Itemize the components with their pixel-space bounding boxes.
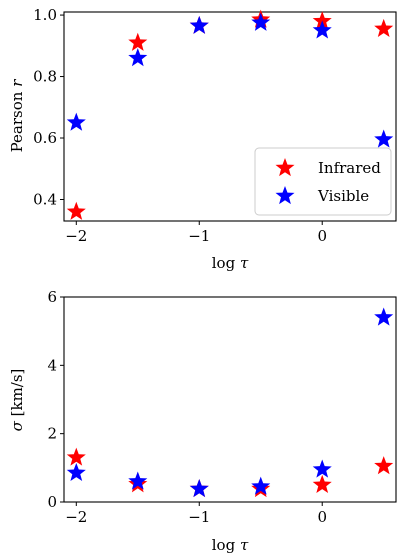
data-point-infrared bbox=[66, 447, 86, 466]
y-tick-label: 0.4 bbox=[33, 190, 57, 208]
data-point-visible bbox=[66, 462, 86, 482]
x-tick-label: −2 bbox=[65, 508, 87, 526]
y-axis-label-var: r bbox=[8, 79, 26, 87]
x-tick-label: −1 bbox=[188, 227, 210, 245]
x-axis-label: log τ bbox=[212, 254, 249, 272]
data-point-infrared bbox=[374, 456, 394, 475]
y-tick-label: 1.0 bbox=[33, 6, 57, 24]
y-axis-label: Pearson r bbox=[8, 79, 26, 153]
legend-marker-infrared bbox=[275, 158, 295, 177]
x-tick-label: 0 bbox=[317, 508, 327, 526]
data-point-visible bbox=[128, 48, 148, 67]
x-axis-label-text: log bbox=[212, 536, 240, 554]
legend-marker-visible bbox=[275, 186, 295, 205]
y-axis-label-var: σ bbox=[8, 420, 26, 431]
legend-entries: Infrared Visible bbox=[275, 158, 381, 205]
plot-frame bbox=[63, 296, 397, 503]
data-point-visible bbox=[312, 20, 332, 39]
marks-group bbox=[66, 9, 394, 220]
data-point-visible bbox=[128, 471, 148, 490]
y-tick-label: 4 bbox=[47, 356, 57, 374]
data-point-visible bbox=[312, 459, 332, 478]
sigma-panel: −2 −1 0 0 2 4 6 log τ σ [km/s] bbox=[8, 288, 397, 554]
y-axis-label-text: [km/s] bbox=[8, 369, 26, 422]
y-axis-label: σ [km/s] bbox=[8, 369, 26, 432]
legend: Infrared Visible bbox=[254, 147, 392, 216]
data-point-infrared bbox=[312, 474, 332, 494]
data-point-visible bbox=[374, 307, 394, 326]
data-point-visible bbox=[251, 12, 271, 31]
data-point-visible bbox=[251, 476, 271, 495]
data-point-infrared bbox=[66, 201, 86, 220]
data-point-infrared bbox=[374, 18, 394, 37]
tick-group: −2 −1 0 0 2 4 6 bbox=[47, 288, 327, 526]
data-point-visible bbox=[189, 479, 209, 498]
tick-group: −2 −1 0 0.4 0.6 0.8 1.0 bbox=[33, 6, 327, 245]
plot-frame bbox=[63, 11, 397, 222]
y-axis-label-text: Pearson bbox=[8, 87, 26, 153]
legend-label-visible: Visible bbox=[317, 187, 369, 205]
y-tick-label: 0.6 bbox=[33, 129, 57, 147]
data-point-infrared bbox=[312, 11, 332, 30]
data-point-infrared bbox=[128, 32, 148, 51]
x-axis-label-var: τ bbox=[240, 254, 249, 272]
y-tick-label: 6 bbox=[47, 288, 57, 306]
data-point-visible bbox=[189, 15, 209, 34]
pearson-panel: −2 −1 0 0.4 0.6 0.8 1.0 log τ Pearson r Infrar… bbox=[8, 6, 397, 272]
x-tick-label: −1 bbox=[188, 508, 210, 526]
y-tick-label: 2 bbox=[47, 425, 57, 443]
legend-label-infrared: Infrared bbox=[318, 159, 381, 177]
x-tick-label: 0 bbox=[317, 227, 327, 245]
x-axis-label: log τ bbox=[212, 536, 249, 554]
x-axis-label-var: τ bbox=[240, 536, 249, 554]
marks-group bbox=[66, 307, 394, 498]
y-tick-label: 0.8 bbox=[33, 68, 57, 86]
data-point-visible bbox=[66, 112, 86, 131]
x-tick-label: −2 bbox=[65, 227, 87, 245]
y-tick-label: 0 bbox=[47, 493, 57, 511]
data-point-visible bbox=[374, 129, 394, 148]
x-axis-label-text: log bbox=[212, 254, 240, 272]
